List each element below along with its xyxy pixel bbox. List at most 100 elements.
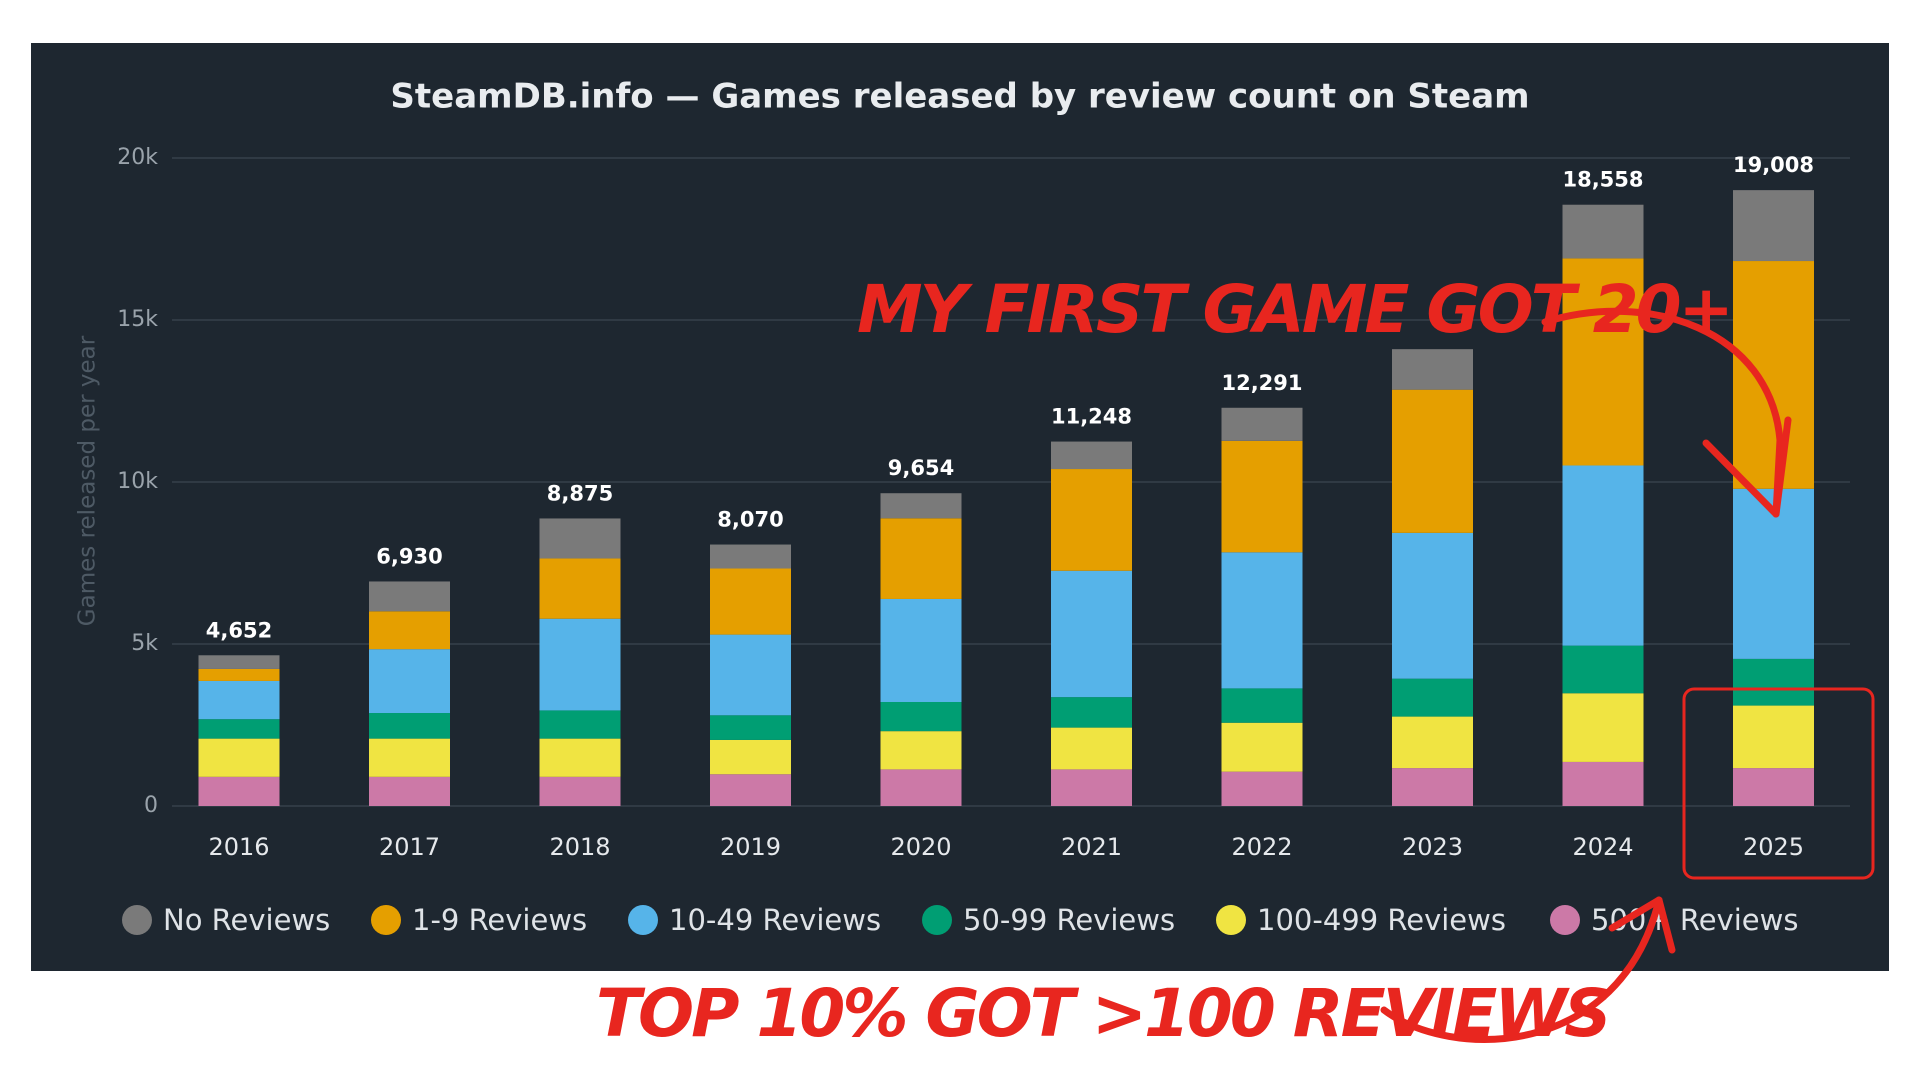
bar-segment <box>1051 570 1132 698</box>
bar-segment <box>1562 465 1644 646</box>
total-label: 9,654 <box>888 456 954 480</box>
total-label: 12,291 <box>1221 371 1302 395</box>
bar-segment <box>880 598 962 702</box>
bar-segment <box>880 731 962 770</box>
bar-segment <box>1392 532 1473 679</box>
total-label: 8,070 <box>717 508 783 532</box>
bar-segment <box>1562 204 1644 259</box>
x-tick-label: 2023 <box>1402 833 1463 861</box>
bar-segment <box>198 655 280 669</box>
bar-segment <box>1392 716 1473 769</box>
total-label: 19,008 <box>1733 153 1814 177</box>
x-tick-label: 2017 <box>379 833 440 861</box>
total-label: 4,652 <box>206 618 272 642</box>
bar-segment <box>1392 389 1473 533</box>
bar-segment <box>1562 693 1644 762</box>
highlight-box <box>1682 687 1875 880</box>
x-tick-label: 2024 <box>1572 833 1633 861</box>
bar-segment <box>369 738 450 777</box>
bar-segment <box>710 774 791 806</box>
x-tick-label: 2016 <box>208 833 269 861</box>
y-tick-label: 10k <box>117 469 158 494</box>
bar-segment <box>1221 771 1303 806</box>
legend-label: 10-49 Reviews <box>669 903 881 937</box>
bar-segment <box>1733 658 1814 706</box>
bar-segment <box>369 611 450 650</box>
bar-segment <box>1051 769 1132 806</box>
bar-segment <box>1221 407 1303 441</box>
bar-segment <box>1733 488 1814 659</box>
total-label: 18,558 <box>1562 168 1643 192</box>
y-tick-label: 5k <box>131 631 158 656</box>
bar-segment <box>198 719 280 739</box>
legend-label: 100-499 Reviews <box>1257 903 1506 937</box>
bar-segment <box>1051 697 1132 728</box>
y-tick-label: 0 <box>144 793 158 818</box>
bar-segment <box>710 544 791 569</box>
chart-title: SteamDB.info — Games released by review … <box>390 77 1529 117</box>
bar-segment <box>369 649 450 714</box>
bar-segment <box>539 558 621 619</box>
legend-swatch <box>1216 905 1246 935</box>
y-tick-label: 15k <box>117 307 158 332</box>
bar-segment <box>710 634 791 716</box>
bar-segment <box>1221 688 1303 723</box>
arrow-head <box>1608 896 1676 954</box>
bar-segment <box>1051 441 1132 470</box>
bar-segment <box>539 776 621 806</box>
arrow <box>1380 896 1663 1043</box>
bar-segment <box>1051 469 1132 571</box>
bar-segment <box>880 493 962 519</box>
legend-swatch <box>122 905 152 935</box>
y-axis-label: Games released per year <box>75 335 101 626</box>
bar-segment <box>880 701 962 732</box>
bar-segment <box>539 710 621 739</box>
bar-segment <box>198 668 280 681</box>
y-tick-label: 20k <box>117 145 158 170</box>
arrow <box>1541 307 1784 518</box>
x-tick-label: 2019 <box>720 833 781 861</box>
legend-swatch <box>922 905 952 935</box>
bar-segment <box>1562 645 1644 694</box>
bar-segment <box>1733 190 1814 262</box>
bar-segment <box>880 518 962 599</box>
x-tick-label: 2022 <box>1231 833 1292 861</box>
bar-segment <box>1733 768 1814 806</box>
bar-segment <box>880 769 962 806</box>
total-label: 8,875 <box>547 481 613 505</box>
legend-swatch <box>628 905 658 935</box>
arrow-head <box>1702 416 1792 518</box>
bar-segment <box>1392 768 1473 806</box>
bar-segment <box>1392 678 1473 717</box>
bar-segment <box>1051 727 1132 770</box>
bar-segment <box>1221 440 1303 553</box>
bar-segment <box>539 618 621 711</box>
bar-segment <box>710 568 791 635</box>
legend-label: No Reviews <box>163 903 330 937</box>
bar-segment <box>1392 349 1473 390</box>
bar-segment <box>1562 761 1644 806</box>
annotation: MY FIRST GAME GOT 20+ <box>857 271 1731 348</box>
x-tick-label: 2018 <box>549 833 610 861</box>
bar-segment <box>1221 722 1303 772</box>
bar-segment <box>1733 705 1814 769</box>
x-tick-label: 2021 <box>1061 833 1122 861</box>
total-label: 11,248 <box>1051 405 1132 429</box>
bar-segment <box>198 738 280 777</box>
annotation: TOP 10% GOT >100 REVIEWS <box>596 975 1609 1052</box>
bar-segment <box>369 776 450 806</box>
legend-swatch <box>371 905 401 935</box>
bar-segment <box>1562 258 1644 466</box>
bar-segment <box>539 738 621 777</box>
bar-segment <box>198 776 280 806</box>
legend-swatch <box>1550 905 1580 935</box>
bar-segment <box>1221 552 1303 689</box>
legend-label: 50-99 Reviews <box>963 903 1175 937</box>
bar-segment <box>198 680 280 720</box>
bar-segment <box>710 715 791 740</box>
bar-segment <box>369 581 450 612</box>
x-tick-label: 2020 <box>890 833 951 861</box>
total-label: 6,930 <box>376 544 442 568</box>
x-tick-label: 2025 <box>1743 833 1804 861</box>
